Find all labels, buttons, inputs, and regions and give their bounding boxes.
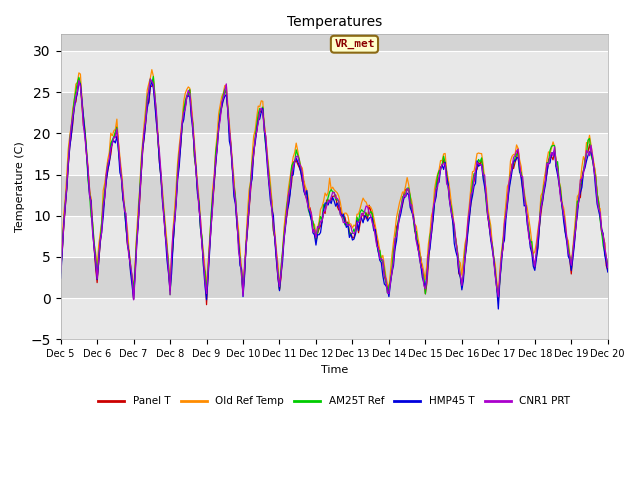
Bar <box>61 133 608 175</box>
Bar <box>61 257 608 298</box>
X-axis label: Time: Time <box>321 365 348 375</box>
Title: Temperatures: Temperatures <box>287 15 382 29</box>
Bar <box>61 298 608 339</box>
Y-axis label: Temperature (C): Temperature (C) <box>15 142 25 232</box>
Bar <box>61 216 608 257</box>
Bar <box>61 51 608 92</box>
Legend: Panel T, Old Ref Temp, AM25T Ref, HMP45 T, CNR1 PRT: Panel T, Old Ref Temp, AM25T Ref, HMP45 … <box>94 392 574 410</box>
Bar <box>61 35 608 51</box>
Bar <box>61 175 608 216</box>
Text: VR_met: VR_met <box>334 39 374 49</box>
Bar <box>61 92 608 133</box>
